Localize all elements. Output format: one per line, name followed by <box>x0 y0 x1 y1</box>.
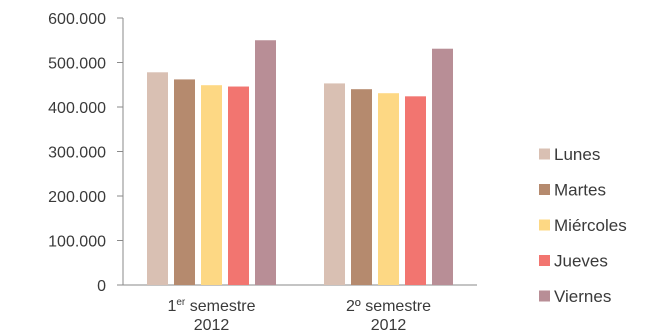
x-category-label: 1er semestre <box>167 297 255 315</box>
legend-label-jueves: Jueves <box>554 252 608 271</box>
x-category-rest: semestre <box>185 298 255 315</box>
x-category-year: 2012 <box>371 317 407 334</box>
legend-swatch-lunes <box>539 148 550 160</box>
legend-swatch-viernes <box>539 290 550 302</box>
legend-swatch-jueves <box>539 255 550 266</box>
bar-martes-2 <box>351 89 372 285</box>
bar-jueves-2 <box>405 96 426 285</box>
bar-viernes-1 <box>255 40 276 285</box>
legend-label-martes: Martes <box>554 181 606 200</box>
bars-group <box>147 40 453 285</box>
y-tick-label: 300.000 <box>48 145 106 162</box>
bar-lunes-1 <box>147 72 168 285</box>
bar-lunes-2 <box>324 83 345 285</box>
y-tick-label: 0 <box>97 278 106 295</box>
x-category-superscript: er <box>176 297 186 308</box>
legend-swatch-martes <box>539 184 550 195</box>
bar-miércoles-1 <box>201 85 222 285</box>
bar-viernes-2 <box>432 48 453 285</box>
legend-label-viernes: Viernes <box>554 287 611 306</box>
bar-miércoles-2 <box>378 93 399 285</box>
y-axis: 0 100.000 200.000 300.000 400.000 500.000 600.… <box>48 11 124 295</box>
x-axis-labels: 1er semestre 2012 2º semestre 2012 <box>167 297 431 334</box>
x-category-year: 2012 <box>194 317 230 334</box>
y-tick-label: 600.000 <box>48 11 106 28</box>
y-tick-label: 400.000 <box>48 100 106 117</box>
bar-jueves-1 <box>228 86 249 285</box>
y-tick-label: 200.000 <box>48 189 106 206</box>
x-category-label: 2º semestre <box>346 298 431 315</box>
y-tick-label: 100.000 <box>48 234 106 251</box>
legend: Lunes Martes Miércoles Jueves Viernes <box>539 145 627 306</box>
x-category-main: 2º semestre <box>346 298 431 315</box>
legend-label-miércoles: Miércoles <box>554 216 627 235</box>
x-category-main: 1 <box>167 298 176 315</box>
y-tick-label: 500.000 <box>48 56 106 73</box>
legend-label-lunes: Lunes <box>554 145 600 164</box>
bar-martes-1 <box>174 79 195 285</box>
legend-swatch-miércoles <box>539 219 550 231</box>
